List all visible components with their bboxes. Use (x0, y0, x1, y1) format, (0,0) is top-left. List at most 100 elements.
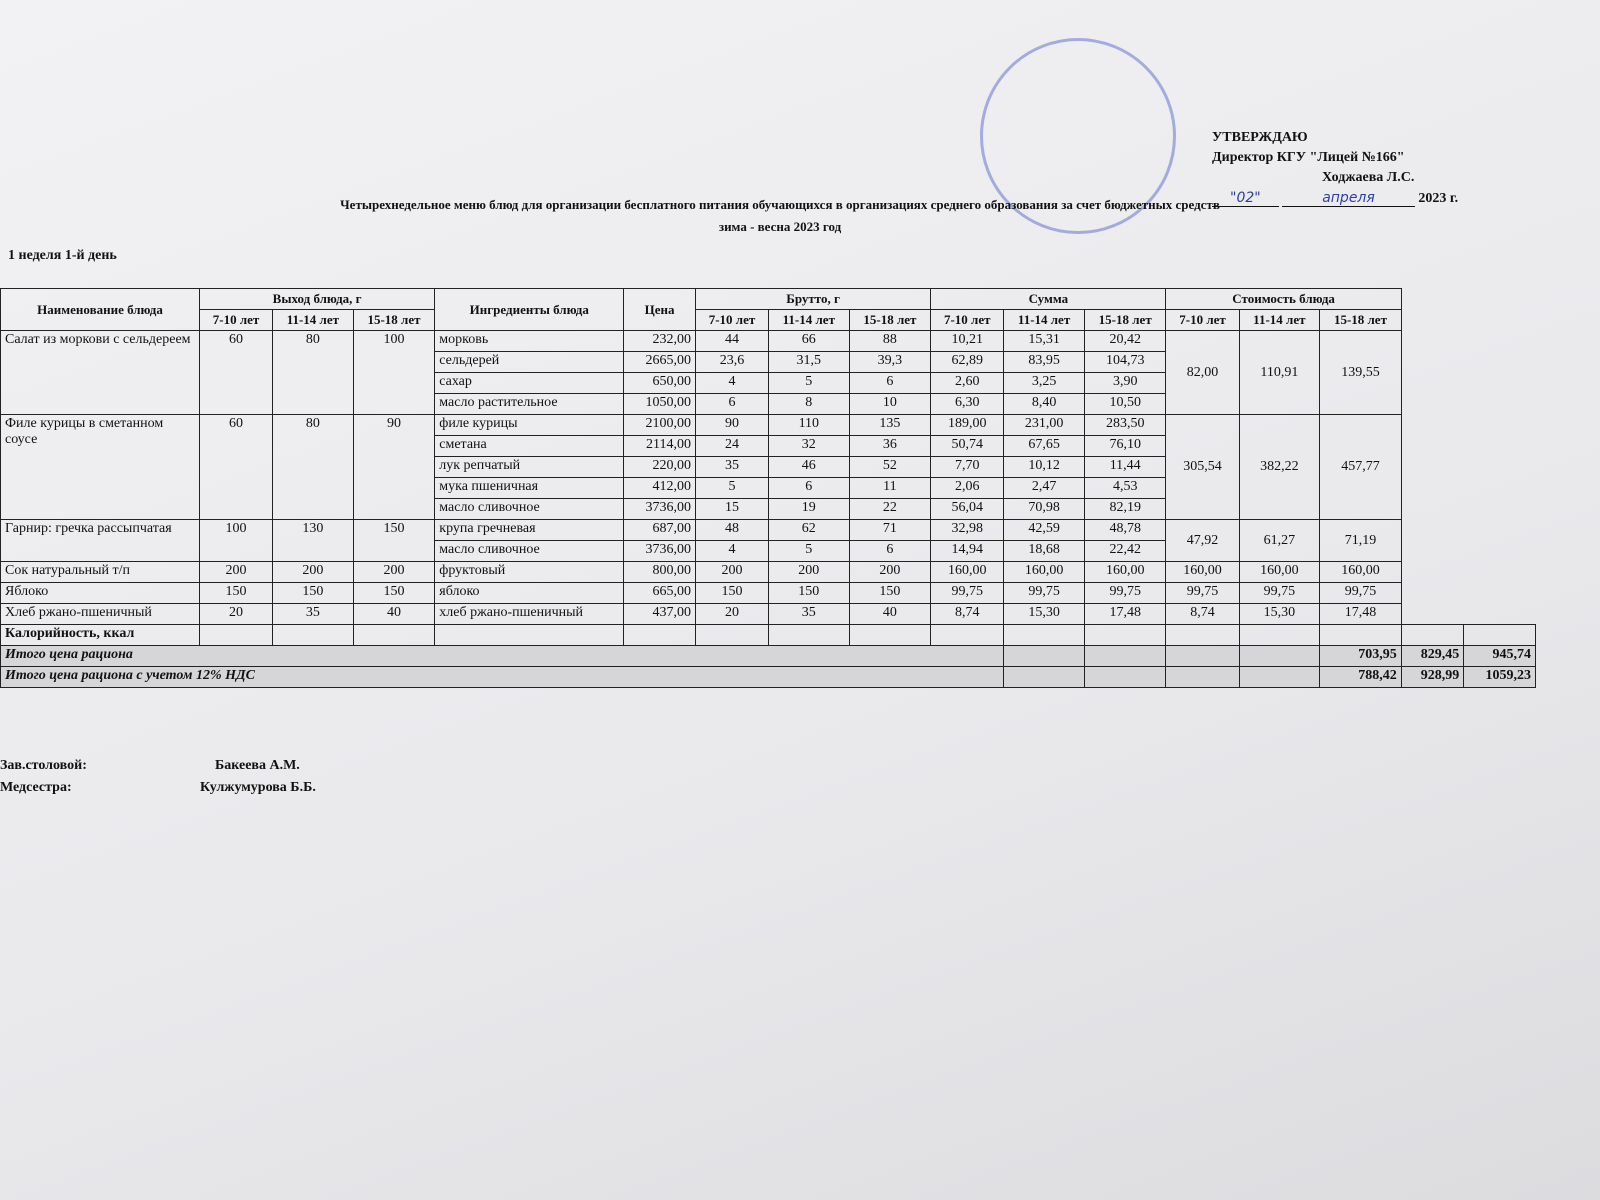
dish-name: Хлеб ржано-пшеничный (0, 603, 200, 625)
header-cell: 7-10 лет (694, 309, 769, 331)
cell: 5 (767, 540, 850, 562)
cell: 6 (694, 393, 769, 415)
cell: 20,42 (1083, 330, 1167, 352)
cell: 35 (272, 603, 354, 625)
ingredient-name: масло сливочное (434, 540, 625, 562)
cell: 40 (352, 603, 436, 625)
empty-cell (1165, 645, 1240, 667)
cell: 24 (694, 435, 769, 457)
cell: 139,55 (1319, 330, 1402, 415)
header-cell: 15-18 лет (352, 309, 436, 331)
ingredient-name: масло сливочное (434, 498, 625, 520)
header-cell: Выход блюда, г (198, 288, 436, 310)
cell: 17,48 (1319, 603, 1402, 625)
cell: 15,30 (1238, 603, 1321, 625)
cell: 232,00 (623, 330, 696, 352)
empty-cell (1238, 666, 1321, 688)
cell: 6 (848, 540, 932, 562)
menu-table: Наименование блюда Выход блюда, г Ингредие… (0, 288, 1536, 688)
cell: 231,00 (1003, 414, 1085, 436)
cell: 160,00 (1083, 561, 1167, 583)
subtitle: зима - весна 2023 год (718, 219, 842, 234)
empty-cell (767, 624, 850, 646)
cell: 47,92 (1165, 519, 1240, 562)
cell: 130 (272, 519, 354, 562)
cell: 100 (198, 519, 274, 562)
total-value: 1059,23 (1463, 666, 1536, 688)
empty-cell (1003, 624, 1085, 646)
empty-cell (623, 624, 696, 646)
empty-cell (1165, 624, 1240, 646)
cell: 4,53 (1083, 477, 1167, 499)
header-cell: Стоимость блюда (1165, 288, 1402, 310)
ingredient-name: яблоко (434, 582, 625, 604)
ingredient-name: мука пшеничная (434, 477, 625, 499)
cell: 99,75 (1319, 582, 1402, 604)
cell: 4 (694, 372, 769, 394)
cell: 665,00 (623, 582, 696, 604)
table-row: Итого цена рациона с учетом 12% НДС 788,4… (0, 666, 1536, 688)
ingredient-name: фруктовый (434, 561, 625, 583)
empty-cell (434, 624, 625, 646)
cell: 99,75 (930, 582, 1005, 604)
day-label: 1 неделя 1-й день (8, 248, 117, 263)
cell: 150 (767, 582, 850, 604)
cell: 88 (848, 330, 932, 352)
approve-label: УТВЕРЖДАЮ (1212, 130, 1308, 145)
empty-cell (930, 624, 1005, 646)
dish-name: Сок натуральный т/п (0, 561, 200, 583)
table-row: Итого цена рациона 703,95 829,45 945,74 (0, 645, 1536, 667)
cell: 7,70 (930, 456, 1005, 478)
empty-cell (1463, 624, 1536, 646)
cell: 14,94 (930, 540, 1005, 562)
header-cell: 15-18 лет (1319, 309, 1402, 331)
cell: 8,74 (930, 603, 1005, 625)
header-cell: 7-10 лет (930, 309, 1005, 331)
date-day: "02" (1212, 190, 1279, 207)
dish-name: Филе курицы в сметанном соусе (0, 414, 200, 520)
empty-cell (1083, 624, 1167, 646)
cell: 200 (352, 561, 436, 583)
cell: 200 (272, 561, 354, 583)
cell: 150 (272, 582, 354, 604)
empty-cell (1083, 666, 1167, 688)
table-row: масло сливочное 3736,00 15 19 22 56,04 70,98 82… (1, 498, 1536, 520)
table-row: Сок натуральный т/п 200 200 200 фруктовый 800… (0, 561, 1536, 583)
cell: 687,00 (623, 519, 696, 541)
cell: 39,3 (848, 351, 932, 373)
table-row: Филе курицы в сметанном соусе 60 80 90 филе … (0, 414, 1536, 520)
ingredient-name: сметана (434, 435, 625, 457)
cell: 99,75 (1238, 582, 1321, 604)
cell: 90 (352, 414, 436, 520)
table-row: лук репчатый 220,00 35 46 52 7,70 10,12 11,44 (1, 456, 1536, 478)
signature-role: Медсестра: (0, 780, 72, 795)
cell: 60 (198, 414, 274, 520)
cell: 135 (848, 414, 932, 436)
table-row: Хлеб ржано-пшеничный 20 35 40 хлеб ржано-пше… (0, 603, 1536, 625)
dish-name: Гарнир: гречка рассыпчатая (0, 519, 200, 562)
empty-cell (272, 624, 354, 646)
cell: 160,00 (1238, 561, 1321, 583)
cell: 2,06 (930, 477, 1005, 499)
cell: 82,19 (1083, 498, 1167, 520)
cell: 200 (767, 561, 850, 583)
calories-label: Калорийность, ккал (0, 624, 200, 646)
ingredient-name: хлеб ржано-пшеничный (434, 603, 625, 625)
dish-name: Яблоко (0, 582, 200, 604)
cell: 61,27 (1238, 519, 1321, 562)
header-cell: 11-14 лет (272, 309, 354, 331)
cell: 71,19 (1319, 519, 1402, 562)
cell: 90 (694, 414, 769, 436)
cell: 40 (848, 603, 932, 625)
cell: 200 (848, 561, 932, 583)
cell: 11,44 (1083, 456, 1167, 478)
cell: 82,00 (1165, 330, 1240, 415)
header-cell: Ингредиенты блюда (434, 288, 625, 331)
cell: 5 (767, 372, 850, 394)
cell: 3736,00 (623, 498, 696, 520)
cell: 31,5 (767, 351, 850, 373)
cell: 6 (767, 477, 850, 499)
cell: 3736,00 (623, 540, 696, 562)
empty-cell (1083, 645, 1167, 667)
